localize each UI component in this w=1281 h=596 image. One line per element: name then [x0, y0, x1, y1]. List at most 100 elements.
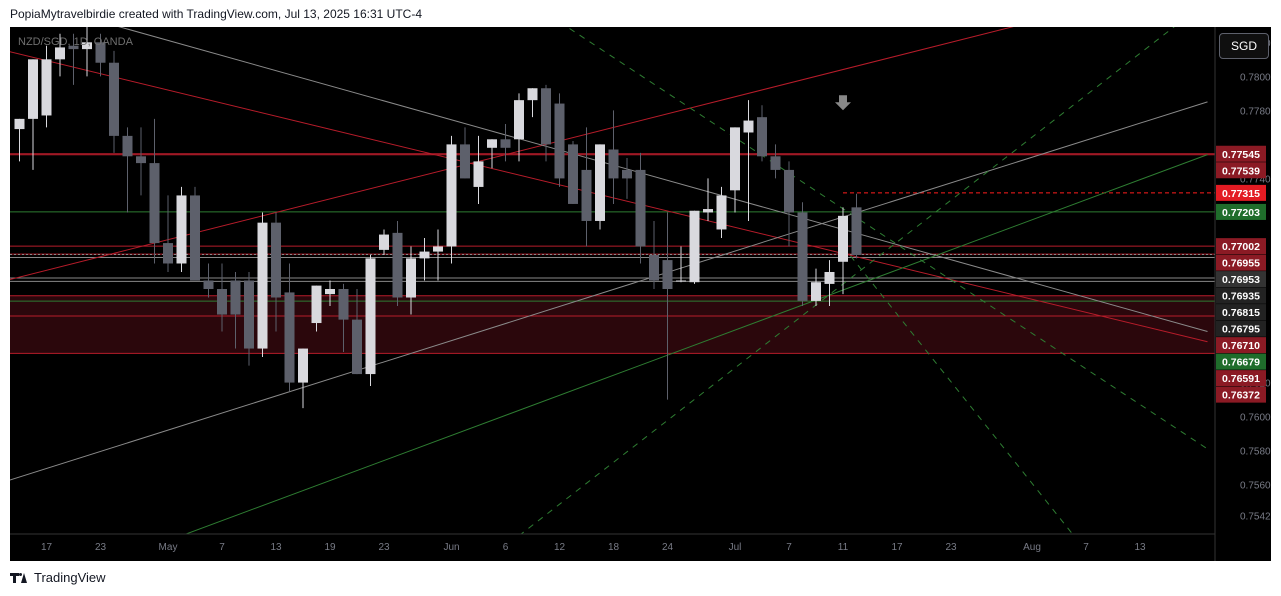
- candle-body[interactable]: [244, 280, 254, 349]
- price-label-tag: [1216, 184, 1266, 201]
- candle-body[interactable]: [419, 251, 430, 259]
- price-label-text: 0.77203: [1222, 207, 1260, 219]
- candle-body[interactable]: [41, 59, 52, 116]
- candle-body[interactable]: [203, 280, 214, 290]
- candle-body[interactable]: [554, 103, 565, 179]
- candle-body[interactable]: [163, 243, 173, 264]
- candle-body[interactable]: [770, 156, 781, 170]
- candle-body[interactable]: [190, 195, 200, 281]
- candle-body[interactable]: [757, 117, 767, 157]
- candle-body[interactable]: [514, 100, 524, 140]
- candle-body[interactable]: [230, 280, 241, 315]
- candle-body[interactable]: [460, 144, 470, 179]
- candle-body[interactable]: [325, 289, 335, 295]
- down-arrow-icon: [835, 95, 851, 111]
- x-tick-label: 13: [270, 542, 282, 553]
- candle-body[interactable]: [716, 195, 727, 230]
- x-tick-label: Aug: [1023, 542, 1041, 553]
- x-tick-label: 7: [786, 542, 792, 553]
- candle-body[interactable]: [568, 144, 578, 204]
- candle-body[interactable]: [109, 62, 119, 136]
- price-label-tag: [1216, 287, 1266, 304]
- candle-body[interactable]: [352, 319, 362, 375]
- candle-body[interactable]: [149, 163, 160, 244]
- candle-body[interactable]: [824, 271, 835, 284]
- price-label-text: 0.76710: [1222, 340, 1260, 352]
- trendline: [184, 154, 1208, 534]
- candle-body[interactable]: [730, 127, 740, 191]
- candle-body[interactable]: [527, 88, 538, 101]
- candle-body[interactable]: [595, 144, 605, 221]
- x-tick-label: 17: [41, 542, 53, 553]
- x-tick-label: 7: [219, 542, 225, 553]
- candle-body[interactable]: [446, 144, 457, 247]
- price-label-text: 0.77315: [1222, 188, 1260, 200]
- tradingview-logo: TradingView: [10, 570, 106, 585]
- candle-body[interactable]: [95, 42, 106, 63]
- price-label-text: 0.76795: [1222, 324, 1260, 336]
- candle-body[interactable]: [392, 232, 403, 298]
- candle-body[interactable]: [811, 282, 821, 301]
- candle-body[interactable]: [703, 209, 713, 213]
- candle-body[interactable]: [257, 222, 268, 349]
- trendline: [10, 51, 1208, 343]
- candle-body[interactable]: [68, 45, 79, 50]
- candle-body[interactable]: [379, 234, 389, 250]
- candle-body[interactable]: [14, 118, 25, 130]
- candle-body[interactable]: [311, 285, 322, 324]
- x-tick-label: 18: [608, 542, 620, 553]
- candle-body[interactable]: [298, 348, 308, 383]
- chart-area[interactable]: NZD/SGD, 1D, OANDA0.782000.780000.778000…: [10, 27, 1277, 561]
- candle-body[interactable]: [689, 210, 700, 283]
- x-tick-label: 17: [891, 542, 903, 553]
- price-label-tag: [1216, 203, 1266, 220]
- price-label-text: 0.76815: [1222, 307, 1260, 319]
- trendline: [566, 27, 1208, 450]
- candle-body[interactable]: [743, 120, 754, 133]
- candle-body[interactable]: [55, 47, 65, 60]
- price-label-text: 0.77545: [1222, 149, 1260, 161]
- x-tick-label: 23: [95, 542, 107, 553]
- candle-body[interactable]: [433, 246, 443, 252]
- candle-body[interactable]: [473, 161, 484, 187]
- candle-body[interactable]: [82, 42, 92, 50]
- candle-body[interactable]: [662, 260, 673, 290]
- candle-body[interactable]: [487, 139, 497, 148]
- price-label-text: 0.76679: [1222, 357, 1260, 369]
- candle-body[interactable]: [406, 258, 416, 298]
- candle-body[interactable]: [284, 292, 295, 383]
- candle-body[interactable]: [271, 222, 281, 298]
- x-tick-label: May: [159, 542, 178, 553]
- candle-body[interactable]: [838, 215, 848, 262]
- candle-body[interactable]: [28, 59, 38, 119]
- candlestick-chart[interactable]: NZD/SGD, 1D, OANDA0.782000.780000.778000…: [10, 27, 1277, 561]
- candle-body[interactable]: [541, 88, 551, 145]
- price-label-text: 0.76955: [1222, 258, 1260, 270]
- candle-body[interactable]: [365, 258, 376, 375]
- price-label-text: 0.76372: [1222, 390, 1260, 402]
- currency-button[interactable]: SGD: [1219, 33, 1269, 59]
- x-tick-label: Jun: [443, 542, 459, 553]
- price-label-text: 0.76591: [1222, 373, 1260, 385]
- candle-body[interactable]: [797, 212, 808, 301]
- candle-body[interactable]: [176, 195, 187, 264]
- candle-body[interactable]: [338, 289, 349, 320]
- candle-body[interactable]: [217, 289, 227, 315]
- candle-body[interactable]: [851, 207, 862, 255]
- candle-body[interactable]: [649, 254, 659, 281]
- price-label-text: 0.77539: [1222, 165, 1260, 177]
- candle-body[interactable]: [784, 169, 794, 213]
- candle-body[interactable]: [136, 156, 146, 164]
- price-label-text: 0.76953: [1222, 274, 1260, 286]
- candle-body[interactable]: [122, 135, 133, 157]
- price-label-tag: [1216, 162, 1266, 179]
- candle-body[interactable]: [635, 169, 646, 247]
- trendline: [842, 246, 1073, 534]
- candle-body[interactable]: [676, 280, 686, 282]
- candle-body[interactable]: [608, 149, 619, 179]
- candle-body[interactable]: [581, 169, 592, 221]
- candle-body[interactable]: [622, 169, 632, 179]
- candle-body[interactable]: [500, 139, 511, 148]
